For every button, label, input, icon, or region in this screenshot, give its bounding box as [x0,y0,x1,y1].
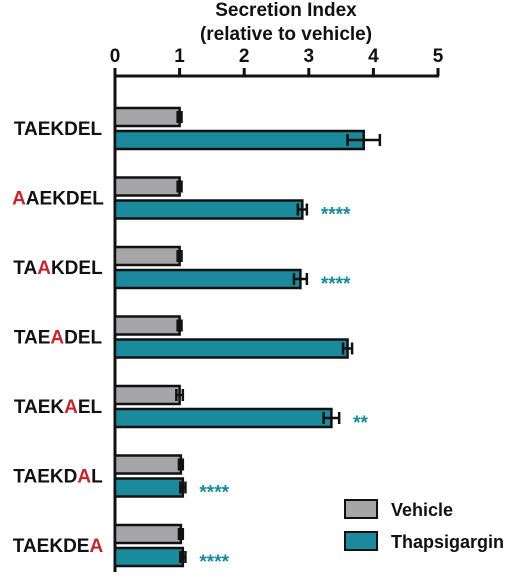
bar-thapsigargin-1 [113,199,304,220]
mutated-residue: A [50,328,64,349]
bar-thapsigargin-3 [113,338,349,359]
category-label-4: TAEKAEL [14,397,103,418]
legend-swatch-vehicle [344,499,378,519]
sequence-part: TAE [14,328,51,349]
significance-6: **** [199,552,229,573]
legend-label-vehicle: Vehicle [391,500,453,520]
sequence-part: KDEL [51,258,103,279]
x-tick-label-5: 5 [433,46,444,67]
sequence-part: TAEK [14,397,65,418]
sequence-part: AEKDEL [26,189,105,210]
mutated-residue: A [37,258,51,279]
x-tick-label-4: 4 [368,46,379,67]
bar-vehicle-0 [113,106,181,128]
significance-5: **** [199,483,229,504]
bar-vehicle-1 [113,176,181,197]
legend: Vehicle Thapsigargin [344,499,504,552]
category-label-5: TAEKDAL [13,467,103,488]
sequence-part: TAEKDEL [14,119,103,140]
x-tick-label-2: 2 [239,46,250,67]
significance-4: ** [353,413,368,434]
bar-vehicle-4 [113,384,181,406]
category-label-6: TAEKDEA [13,536,104,557]
mutated-residue: A [64,397,78,418]
mutated-residue: A [77,467,91,488]
x-tick-label-1: 1 [174,46,185,67]
chart-title-line-1: Secretion Index [215,0,357,21]
sequence-part: TA [13,258,37,279]
x-tick-label-0: 0 [110,46,121,67]
bar-vehicle-6 [113,523,183,545]
sequence-part: EL [78,397,103,418]
chart-title-line-2: (relative to vehicle) [200,24,372,45]
bar-thapsigargin-4 [113,407,333,429]
category-label-2: TAAKDEL [13,258,103,279]
bar-thapsigargin-2 [113,268,302,290]
sequence-part: L [91,467,103,488]
category-label-0: TAEKDEL [14,119,103,140]
sequence-part: TAEKD [13,467,77,488]
mutated-residue: A [12,189,26,210]
bar-vehicle-3 [113,315,181,336]
mutated-residue: A [89,536,103,557]
x-tick-label-3: 3 [304,46,315,67]
bar-thapsigargin-6 [113,546,185,568]
legend-swatch-thapsigargin [344,531,378,551]
category-labels: TAEKDELAAEKDELTAAKDELTAEADELTAEKAELTAEKD… [12,119,104,557]
legend-label-thapsigargin: Thapsigargin [391,532,504,552]
category-label-1: AAEKDEL [12,189,104,210]
significance-1: **** [321,205,351,226]
significance-2: **** [321,274,351,295]
bar-thapsigargin-5 [113,477,185,498]
significance-labels: ****************** [199,205,368,574]
bars [113,106,382,568]
bar-vehicle-5 [113,454,183,475]
sequence-part: TAEKDE [13,536,90,557]
bar-thapsigargin-0 [113,129,365,151]
sequence-part: DEL [64,328,102,349]
bar-vehicle-2 [113,245,181,267]
category-label-3: TAEADEL [14,328,103,349]
